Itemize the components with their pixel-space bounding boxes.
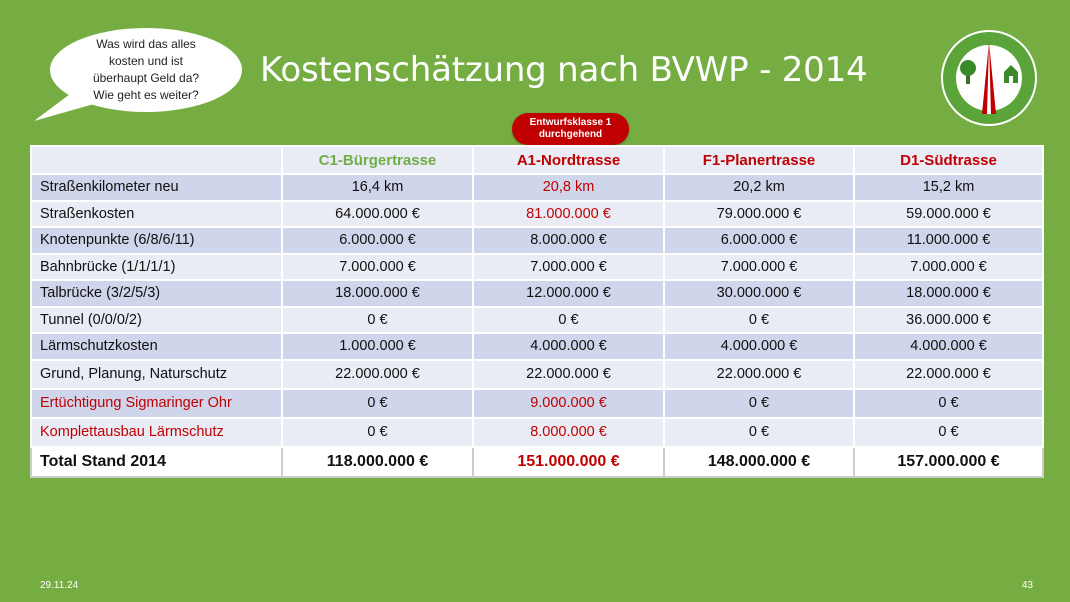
cell-d1: 36.000.000 € bbox=[853, 305, 1044, 334]
cell-f1: 30.000.000 € bbox=[663, 279, 855, 308]
row-label: Straßenkosten bbox=[30, 199, 283, 228]
header-f1: F1-Planertrasse bbox=[663, 145, 855, 175]
cell-f1: 79.000.000 € bbox=[663, 199, 855, 228]
cell-a1: 12.000.000 € bbox=[472, 279, 665, 308]
slide-title: Kostenschätzung nach BVWP - 2014 bbox=[260, 50, 868, 90]
table-row: Grund, Planung, Naturschutz 22.000.000 €… bbox=[30, 358, 1044, 390]
cell-c1: 22.000.000 € bbox=[281, 358, 474, 390]
cell-c1: 18.000.000 € bbox=[281, 279, 474, 308]
total-a1: 151.000.000 € bbox=[472, 445, 665, 478]
cell-d1: 15,2 km bbox=[853, 173, 1044, 202]
header-c1: C1-Bürgertrasse bbox=[281, 145, 474, 175]
cell-c1: 64.000.000 € bbox=[281, 199, 474, 228]
cell-d1: 11.000.000 € bbox=[853, 226, 1044, 255]
badge-line-1: Entwurfsklasse 1 bbox=[529, 117, 612, 128]
row-label: Straßenkilometer neu bbox=[30, 173, 283, 202]
bubble-line: Wie geht es weiter? bbox=[93, 88, 199, 102]
row-label: Bahnbrücke (1/1/1/1) bbox=[30, 252, 283, 281]
initiative-logo bbox=[941, 30, 1037, 126]
speech-bubble: Was wird das alles kosten und ist überha… bbox=[50, 28, 242, 112]
footer-date: 29.11.24 bbox=[40, 580, 79, 591]
entwurfsklasse-badge: Entwurfsklasse 1 durchgehend bbox=[512, 113, 629, 145]
page-number: 43 bbox=[1021, 580, 1033, 591]
cell-c1: 1.000.000 € bbox=[281, 332, 474, 361]
row-label: Lärmschutzkosten bbox=[30, 332, 283, 361]
cost-table: C1-Bürgertrasse A1-Nordtrasse F1-Planert… bbox=[30, 145, 1044, 478]
cell-f1: 20,2 km bbox=[663, 173, 855, 202]
badge-line-2: durchgehend bbox=[538, 129, 603, 140]
cell-a1: 22.000.000 € bbox=[472, 358, 665, 390]
table-row: Bahnbrücke (1/1/1/1) 7.000.000 € 7.000.0… bbox=[30, 252, 1044, 281]
cell-d1: 59.000.000 € bbox=[853, 199, 1044, 228]
cell-d1: 22.000.000 € bbox=[853, 358, 1044, 390]
cell-d1: 18.000.000 € bbox=[853, 279, 1044, 308]
cell-a1: 81.000.000 € bbox=[472, 199, 665, 228]
cell-d1: 0 € bbox=[853, 387, 1044, 419]
cell-c1: 0 € bbox=[281, 416, 474, 448]
header-empty bbox=[30, 145, 283, 175]
header-a1: A1-Nordtrasse bbox=[472, 145, 665, 175]
table-row: Ertüchtigung Sigmaringer Ohr 0 € 9.000.0… bbox=[30, 387, 1044, 419]
cell-d1: 4.000.000 € bbox=[853, 332, 1044, 361]
cell-c1: 0 € bbox=[281, 305, 474, 334]
cell-f1: 0 € bbox=[663, 416, 855, 448]
total-row: Total Stand 2014 118.000.000 € 151.000.0… bbox=[30, 445, 1044, 478]
row-label: Tunnel (0/0/0/2) bbox=[30, 305, 283, 334]
table-row: Tunnel (0/0/0/2) 0 € 0 € 0 € 36.000.000 … bbox=[30, 305, 1044, 334]
cell-c1: 16,4 km bbox=[281, 173, 474, 202]
cell-a1: 0 € bbox=[472, 305, 665, 334]
cell-f1: 7.000.000 € bbox=[663, 252, 855, 281]
total-d1: 157.000.000 € bbox=[853, 445, 1044, 478]
bubble-line: Was wird das alles bbox=[96, 37, 196, 51]
cell-a1: 4.000.000 € bbox=[472, 332, 665, 361]
table-row: Knotenpunkte (6/8/6/11) 6.000.000 € 8.00… bbox=[30, 226, 1044, 255]
table-row: Lärmschutzkosten 1.000.000 € 4.000.000 €… bbox=[30, 332, 1044, 361]
row-label: Knotenpunkte (6/8/6/11) bbox=[30, 226, 283, 255]
cell-d1: 0 € bbox=[853, 416, 1044, 448]
cell-f1: 4.000.000 € bbox=[663, 332, 855, 361]
total-label: Total Stand 2014 bbox=[30, 445, 283, 478]
cell-f1: 22.000.000 € bbox=[663, 358, 855, 390]
cell-c1: 0 € bbox=[281, 387, 474, 419]
row-label: Komplettausbau Lärmschutz bbox=[30, 416, 283, 448]
table-row: Komplettausbau Lärmschutz 0 € 8.000.000 … bbox=[30, 416, 1044, 448]
cell-f1: 0 € bbox=[663, 387, 855, 419]
bubble-line: überhaupt Geld da? bbox=[92, 71, 200, 85]
cell-a1: 9.000.000 € bbox=[472, 387, 665, 419]
cell-f1: 0 € bbox=[663, 305, 855, 334]
total-f1: 148.000.000 € bbox=[663, 445, 855, 478]
table-row: Talbrücke (3/2/5/3) 18.000.000 € 12.000.… bbox=[30, 279, 1044, 308]
table-row: Straßenkilometer neu 16,4 km 20,8 km 20,… bbox=[30, 173, 1044, 202]
cell-f1: 6.000.000 € bbox=[663, 226, 855, 255]
cell-d1: 7.000.000 € bbox=[853, 252, 1044, 281]
cell-a1: 7.000.000 € bbox=[472, 252, 665, 281]
table-row: Straßenkosten 64.000.000 € 81.000.000 € … bbox=[30, 199, 1044, 228]
total-c1: 118.000.000 € bbox=[281, 445, 474, 478]
bubble-line: kosten und ist bbox=[108, 54, 184, 68]
cell-c1: 6.000.000 € bbox=[281, 226, 474, 255]
cell-a1: 8.000.000 € bbox=[472, 226, 665, 255]
table-header-row: C1-Bürgertrasse A1-Nordtrasse F1-Planert… bbox=[30, 145, 1044, 175]
cell-c1: 7.000.000 € bbox=[281, 252, 474, 281]
cell-a1: 20,8 km bbox=[472, 173, 665, 202]
cell-a1: 8.000.000 € bbox=[472, 416, 665, 448]
header-d1: D1-Südtrasse bbox=[853, 145, 1044, 175]
row-label: Ertüchtigung Sigmaringer Ohr bbox=[30, 387, 283, 419]
row-label: Talbrücke (3/2/5/3) bbox=[30, 279, 283, 308]
row-label: Grund, Planung, Naturschutz bbox=[30, 358, 283, 390]
